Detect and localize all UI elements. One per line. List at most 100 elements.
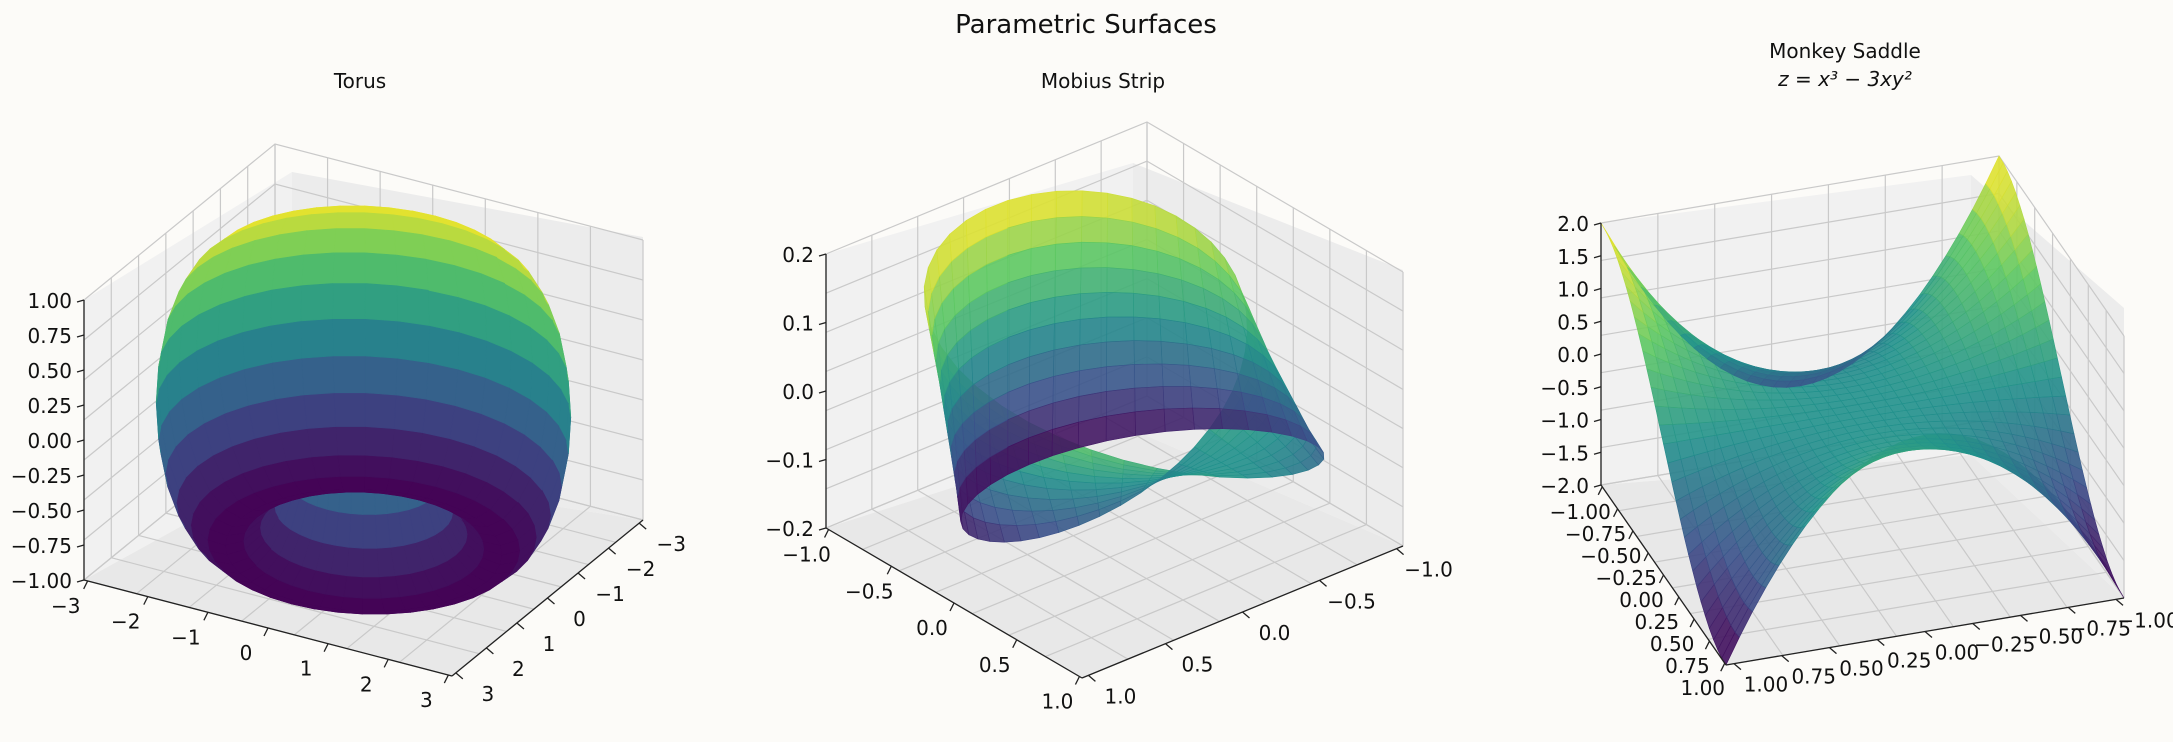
surface-facet: [1054, 241, 1082, 271]
surface-facet: [303, 228, 336, 256]
x-tick-mark: [203, 612, 209, 621]
y-tick-label: 2: [512, 657, 525, 681]
surface-facet: [364, 476, 390, 492]
panel-subtitle: z = x³ − 3xy²: [1777, 67, 1912, 91]
y-tick-label: 0.25: [1887, 649, 1932, 673]
surface-facet: [364, 454, 393, 479]
surface-facet: [362, 547, 380, 578]
grid-line: [1008, 502, 1331, 636]
z-tick-label: 0.2: [782, 243, 814, 267]
surface-facet: [340, 596, 363, 612]
z-tick-mark: [1593, 287, 1602, 292]
x-tick-label: 0.00: [1619, 588, 1664, 612]
z-tick-mark: [818, 527, 827, 531]
z-tick-mark: [818, 390, 827, 394]
x-tick-label: −3: [51, 594, 80, 618]
x-tick-mark: [323, 643, 329, 652]
z-tick-mark: [76, 544, 85, 548]
surface-facet: [1134, 363, 1164, 389]
x-ticks: −1.00−0.75−0.50−0.250.000.250.500.751.00: [1550, 486, 1726, 700]
surface-facet: [1080, 267, 1108, 294]
x-tick-label: −0.25: [1596, 566, 1657, 590]
surface-facet: [1054, 293, 1081, 324]
surface: [923, 190, 1325, 543]
surface-facet: [1161, 363, 1192, 387]
z-tick-mark: [818, 321, 827, 326]
surface-facet: [364, 426, 395, 458]
x-tick-mark: [1012, 639, 1018, 649]
surface-facet: [1192, 407, 1223, 430]
z-tick-label: 0.00: [27, 429, 72, 453]
y-tick-mark: [485, 647, 494, 655]
z-tick-label: 2.0: [1557, 212, 1589, 236]
surface-facet: [242, 324, 273, 370]
z-tick-label: 1.00: [27, 289, 72, 313]
surface-facet: [1132, 269, 1160, 297]
surface-facet: [306, 426, 339, 458]
y-tick-mark: [2020, 614, 2028, 622]
z-tick-mark: [76, 474, 85, 478]
z-tick-label: −1.00: [11, 569, 72, 593]
surface-facet: [1106, 267, 1134, 294]
y-ticks: 1.0 0.5 0.0 −0.5 −1.0: [1087, 548, 1453, 708]
z-tick-label: −0.1: [765, 449, 814, 473]
x-ticks: −1.0 −0.5 0.0 0.5 1.0: [782, 529, 1081, 714]
surface-facet: [335, 426, 366, 456]
surface: [1600, 155, 2125, 666]
y-tick-mark: [516, 622, 525, 630]
surface-facet: [332, 283, 366, 320]
y-tick-mark: [1829, 647, 1837, 655]
x-tick-mark: [143, 596, 149, 605]
x-tick-label: −2: [111, 610, 140, 634]
surface-facet: [1188, 364, 1218, 389]
y-tick-label: 0.00: [1935, 641, 1980, 665]
surface-facet: [332, 355, 366, 394]
surface-facet: [333, 228, 366, 254]
surface-facet: [1079, 316, 1108, 346]
y-tick-mark: [1733, 663, 1742, 671]
y-tick-mark: [638, 522, 647, 530]
z-tick-mark: [1593, 418, 1602, 423]
z-tick-mark: [1593, 386, 1602, 390]
x-tick-mark: [1689, 618, 1695, 628]
surface-facet: [300, 318, 334, 359]
z-ticks: −2.0 −1.5 −1.0 −0.5 0.0 0.5 1.0 1.5 2.0: [1540, 212, 1602, 498]
x-tick-mark: [1704, 640, 1711, 650]
panel-title: Torus: [333, 69, 386, 93]
surface-facet: [1030, 243, 1057, 276]
surface-facet: [427, 325, 460, 370]
surface-facet: [1079, 291, 1108, 320]
y-tick-label: 3: [481, 682, 494, 706]
surface-facet: [1054, 267, 1082, 298]
y-tick-label: −0.75: [2070, 616, 2131, 640]
z-tick-label: 0.0: [782, 380, 814, 404]
surface-facet: [337, 454, 366, 477]
surface-facet: [1219, 408, 1250, 431]
x-tick-label: −1.00: [1550, 500, 1611, 524]
surface-facet: [335, 212, 366, 229]
surface-facet: [1031, 190, 1058, 222]
surface-facet: [1163, 407, 1195, 432]
z-tick-label: −0.50: [11, 499, 72, 523]
z-ticks: −1.00 −0.75 −0.50 −0.25 0.00 0.25 0.50 0.75 1.00: [11, 289, 85, 593]
x-tick-mark: [1674, 596, 1680, 606]
z-tick-label: 0.75: [27, 324, 72, 348]
surface: [155, 205, 572, 615]
surface-facet: [332, 252, 366, 284]
surface-facet: [270, 320, 302, 363]
z-tick-mark: [818, 253, 827, 257]
surface-facet: [1106, 316, 1135, 343]
surface-facet: [301, 252, 335, 287]
surface-facet: [1081, 190, 1108, 219]
x-tick-label: 1.00: [1680, 676, 1725, 700]
surface-facet: [364, 252, 398, 287]
x-tick-label: 0.5: [979, 653, 1011, 677]
y-tick-mark: [577, 572, 586, 580]
surface-facet: [301, 355, 335, 396]
z-tick-mark: [1593, 255, 1602, 259]
grid-line: [972, 481, 1294, 615]
surface-facet: [393, 394, 427, 434]
surface-facet: [362, 514, 378, 549]
z-tick-label: −2.0: [1540, 474, 1589, 498]
